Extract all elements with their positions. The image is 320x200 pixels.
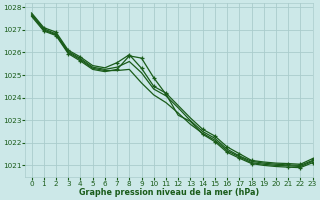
X-axis label: Graphe pression niveau de la mer (hPa): Graphe pression niveau de la mer (hPa)	[79, 188, 259, 197]
